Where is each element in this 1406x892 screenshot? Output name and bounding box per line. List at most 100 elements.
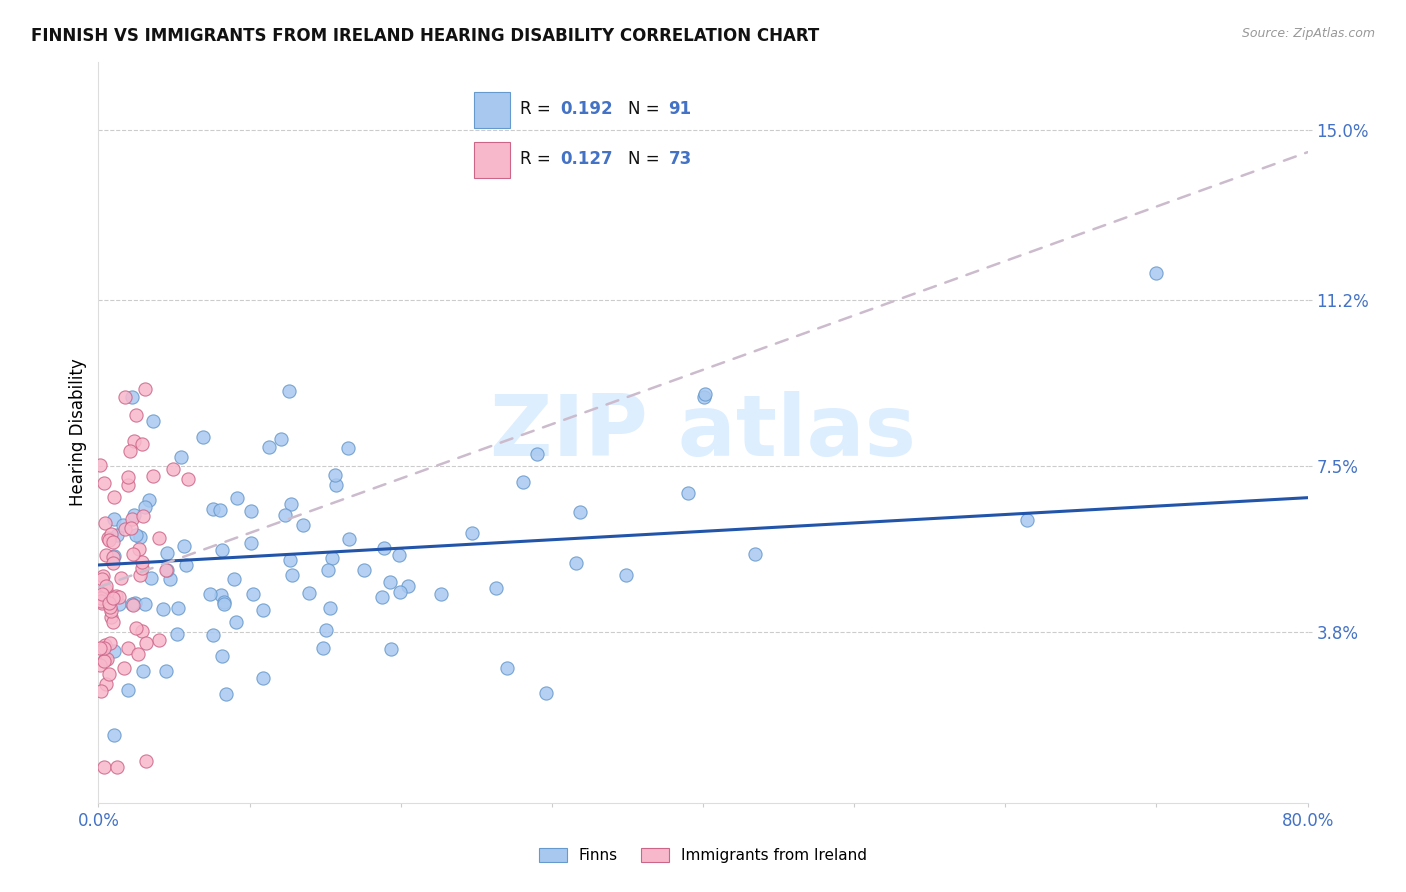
Point	[239, 535, 262, 549]
Point	[114, 522, 136, 536]
Point	[321, 551, 343, 566]
Point	[225, 491, 247, 506]
Point	[693, 390, 716, 404]
Legend: Finns, Immigrants from Ireland: Finns, Immigrants from Ireland	[533, 842, 873, 869]
Point	[117, 641, 139, 656]
Point	[252, 603, 274, 617]
Point	[1144, 266, 1167, 280]
Point	[132, 664, 155, 678]
Point	[103, 490, 125, 504]
Point	[91, 568, 114, 582]
Point	[117, 469, 139, 483]
Point	[526, 447, 548, 461]
Point	[125, 528, 148, 542]
Point	[135, 754, 157, 768]
Point	[125, 621, 148, 635]
Point	[311, 641, 333, 656]
Point	[117, 682, 139, 697]
Point	[212, 595, 235, 609]
Point	[614, 567, 637, 582]
Point	[121, 521, 143, 535]
Point	[94, 582, 117, 597]
Point	[148, 531, 170, 545]
Point	[93, 640, 115, 655]
Point	[121, 390, 143, 404]
Point	[105, 528, 128, 542]
Point	[131, 624, 153, 639]
Point	[170, 450, 193, 465]
Point	[101, 615, 124, 629]
Point	[166, 601, 188, 615]
Point	[91, 587, 114, 601]
Point	[281, 567, 304, 582]
Point	[93, 475, 115, 490]
Text: ZIP atlas: ZIP atlas	[491, 391, 915, 475]
Point	[134, 500, 156, 514]
Point	[325, 477, 347, 491]
Point	[122, 508, 145, 523]
Point	[138, 493, 160, 508]
Point	[98, 533, 121, 547]
Point	[122, 598, 145, 612]
Point	[128, 542, 150, 557]
Point	[131, 508, 153, 523]
Point	[565, 556, 588, 570]
Point	[94, 652, 117, 666]
Point	[534, 686, 557, 700]
Point	[142, 414, 165, 428]
Point	[211, 542, 233, 557]
Point	[225, 615, 247, 630]
Point	[103, 643, 125, 657]
Point	[111, 518, 134, 533]
Point	[280, 553, 302, 567]
Point	[166, 626, 188, 640]
Point	[121, 597, 143, 611]
Point	[124, 596, 146, 610]
Point	[371, 590, 394, 604]
Point	[103, 557, 125, 571]
Point	[96, 677, 118, 691]
Point	[239, 503, 262, 517]
Point	[131, 561, 153, 575]
Point	[156, 563, 179, 577]
Point	[101, 549, 124, 564]
Point	[96, 579, 118, 593]
Point	[103, 729, 125, 743]
Point	[134, 597, 156, 611]
Point	[280, 497, 302, 511]
Point	[159, 573, 181, 587]
Point	[152, 601, 174, 615]
Point	[96, 652, 118, 666]
Point	[100, 603, 122, 617]
Point	[117, 478, 139, 492]
Point	[396, 579, 419, 593]
Point	[90, 591, 112, 606]
Point	[212, 597, 235, 611]
Point	[105, 760, 128, 774]
Point	[89, 594, 111, 608]
Point	[378, 574, 401, 589]
Point	[353, 562, 375, 576]
Point	[93, 760, 115, 774]
Point	[129, 530, 152, 544]
Point	[98, 595, 121, 609]
Point	[568, 505, 591, 519]
Point	[103, 549, 125, 563]
Point	[96, 548, 118, 562]
Point	[125, 408, 148, 422]
Point	[388, 584, 411, 599]
Point	[114, 390, 136, 404]
Point	[214, 687, 236, 701]
Point	[121, 512, 143, 526]
Point	[257, 440, 280, 454]
Point	[110, 571, 132, 585]
Point	[103, 534, 125, 549]
Point	[380, 642, 402, 657]
Point	[1015, 513, 1038, 527]
Point	[128, 568, 150, 582]
Point	[100, 526, 122, 541]
Point	[122, 547, 145, 561]
Point	[162, 462, 184, 476]
Point	[148, 633, 170, 648]
Point	[89, 458, 111, 472]
